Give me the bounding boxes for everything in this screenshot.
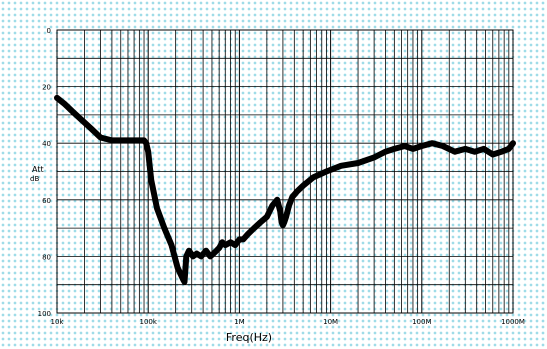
- y-tick-label: 40: [42, 140, 51, 148]
- y-tick-label: 60: [42, 197, 51, 205]
- x-tick-label: 100k: [139, 318, 157, 326]
- y-tick-label: 100: [38, 310, 51, 318]
- x-tick-label: 1M: [234, 318, 245, 326]
- y-tick-label: 80: [42, 253, 51, 261]
- x-axis-title: Freq(Hz): [226, 331, 272, 344]
- x-tick-label: 10M: [323, 318, 338, 326]
- grid: [56, 30, 513, 313]
- series-line: [54, 94, 516, 285]
- series-group: [54, 94, 516, 285]
- x-tick-label: 100M: [412, 318, 431, 326]
- y-tick-labels: 0 20 40 60 80 100: [38, 27, 51, 318]
- x-tick-labels: 10k 100k 1M 10M 100M 1000M: [51, 318, 525, 326]
- y-axis-title: Att: [32, 165, 44, 174]
- y-axis-unit: dB: [30, 175, 39, 183]
- x-tick-label: 1000M: [501, 318, 525, 326]
- y-tick-label: 0: [47, 27, 51, 35]
- y-tick-label: 20: [42, 84, 51, 92]
- x-tick-label: 10k: [51, 318, 65, 326]
